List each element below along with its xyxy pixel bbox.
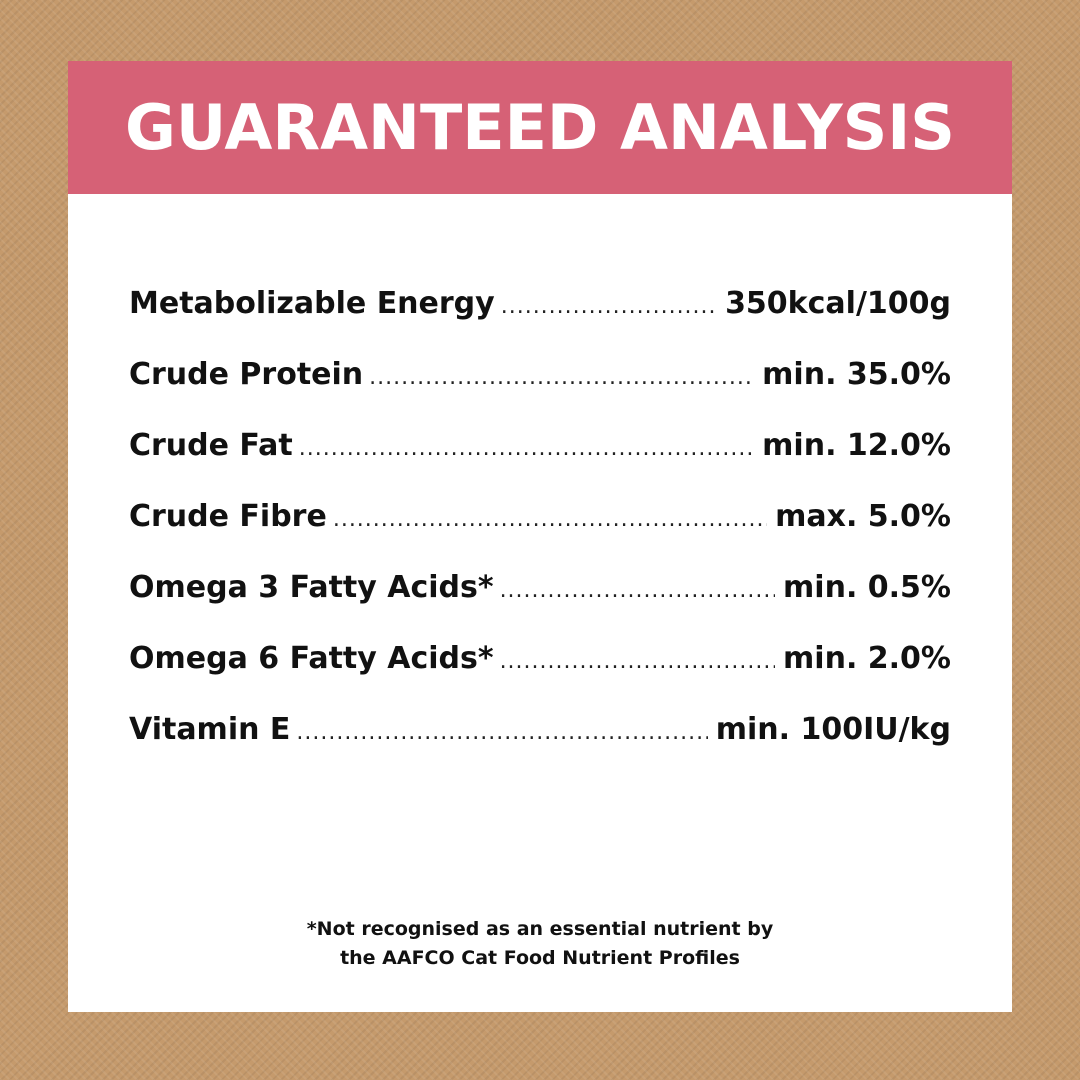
- row-label: Crude Fibre: [129, 499, 327, 534]
- analysis-row-crude-fat: Crude Fat min. 12.0%: [129, 428, 951, 499]
- row-value: max. 5.0%: [775, 499, 951, 534]
- row-label: Crude Fat: [129, 428, 293, 463]
- analysis-row-crude-fibre: Crude Fibre max. 5.0%: [129, 499, 951, 570]
- row-label: Vitamin E: [129, 712, 291, 747]
- dot-leader: [333, 507, 767, 532]
- row-label: Crude Protein: [129, 357, 364, 392]
- page-title: GUARANTEED ANALYSIS: [125, 91, 955, 164]
- footnote: *Not recognised as an essential nutrient…: [68, 915, 1012, 973]
- dot-leader: [369, 365, 754, 390]
- analysis-row-omega-3: Omega 3 Fatty Acids* min. 0.5%: [129, 570, 951, 641]
- row-value: min. 2.0%: [783, 641, 951, 676]
- analysis-panel: GUARANTEED ANALYSIS Metabolizable Energy…: [68, 61, 1012, 1012]
- row-label: Omega 6 Fatty Acids*: [129, 641, 494, 676]
- row-value: min. 12.0%: [762, 428, 951, 463]
- dot-leader: [500, 649, 775, 674]
- row-value: 350kcal/100g: [725, 286, 951, 321]
- dot-leader: [299, 436, 754, 461]
- analysis-row-crude-protein: Crude Protein min. 35.0%: [129, 357, 951, 428]
- analysis-row-metabolizable-energy: Metabolizable Energy 350kcal/100g: [129, 286, 951, 357]
- header-banner: GUARANTEED ANALYSIS: [68, 61, 1012, 194]
- analysis-table: Metabolizable Energy 350kcal/100g Crude …: [129, 286, 951, 783]
- footnote-line-2: the AAFCO Cat Food Nutrient Profiles: [340, 947, 740, 969]
- dot-leader: [296, 720, 707, 745]
- dot-leader: [500, 578, 775, 603]
- dot-leader: [501, 294, 717, 319]
- row-label: Omega 3 Fatty Acids*: [129, 570, 494, 605]
- row-label: Metabolizable Energy: [129, 286, 495, 321]
- analysis-row-vitamin-e: Vitamin E min. 100IU/kg: [129, 712, 951, 783]
- analysis-row-omega-6: Omega 6 Fatty Acids* min. 2.0%: [129, 641, 951, 712]
- row-value: min. 35.0%: [762, 357, 951, 392]
- footnote-line-1: *Not recognised as an essential nutrient…: [306, 918, 774, 940]
- row-value: min. 0.5%: [783, 570, 951, 605]
- row-value: min. 100IU/kg: [715, 712, 951, 747]
